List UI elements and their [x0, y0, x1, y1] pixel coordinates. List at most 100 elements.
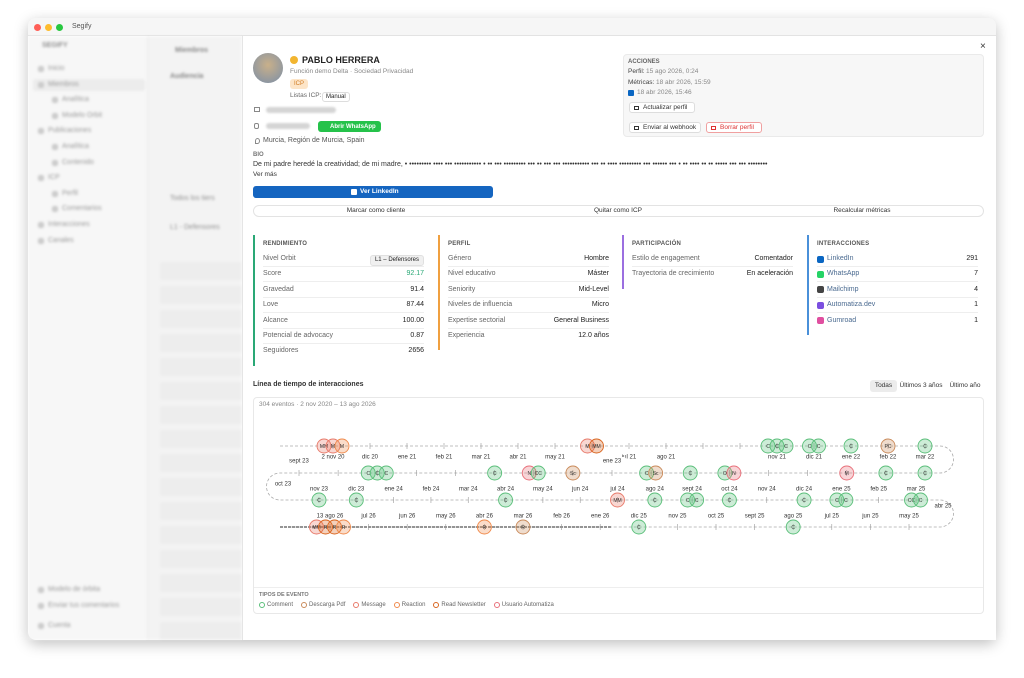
month-label: feb 22: [880, 455, 897, 461]
month-label-bg: [740, 512, 769, 520]
window-control[interactable]: [33, 23, 41, 31]
month-label-bg: [790, 485, 819, 493]
event-marker: [878, 465, 894, 481]
footer-item[interactable]: Enviar tus comentarios: [48, 602, 120, 609]
metric-label: Nivel Orbit: [263, 255, 296, 262]
event-label: N: [732, 471, 736, 477]
table-row: [160, 286, 242, 304]
event-label: C: [688, 471, 692, 477]
window-control[interactable]: [44, 23, 52, 31]
event-marker: [682, 465, 698, 481]
card-accent: [622, 235, 624, 289]
active-item: [33, 78, 145, 91]
month-label-bg: [509, 512, 537, 520]
nav-item[interactable]: Miembros: [48, 80, 79, 88]
event-label: O: [723, 471, 727, 477]
action-button-label: Enviar al webhook: [643, 124, 697, 131]
nav-icon: [38, 81, 44, 88]
month-label-bg: [504, 453, 532, 461]
card-title: RENDIMIENTO: [263, 241, 308, 247]
month-label-bg: [316, 512, 344, 520]
nav-item[interactable]: Analítica: [62, 96, 89, 104]
footer-item[interactable]: Cuenta: [48, 622, 71, 629]
timeline-box: [253, 397, 984, 614]
month-label: may 24: [533, 487, 553, 493]
linkedin-date: 18 abr 2026, 15:46: [637, 89, 692, 96]
row-separator: [448, 296, 609, 298]
month-label-bg: [895, 512, 923, 520]
see-more[interactable]: Ver más: [253, 171, 277, 178]
nav-item[interactable]: Interacciones: [48, 221, 90, 228]
metric-value: 291: [966, 255, 978, 262]
turn-label: oct 23: [275, 482, 292, 488]
action-button[interactable]: Actualizar perfil: [629, 102, 695, 113]
row-separator: [263, 312, 424, 314]
month-label: 13 ago 26: [317, 514, 344, 520]
month-label-bg: [864, 485, 893, 493]
close-button[interactable]: ×: [980, 41, 986, 52]
action-button[interactable]: Borrar perfil: [706, 122, 762, 133]
legend-swatch: [353, 602, 360, 608]
nav-item[interactable]: Canales: [48, 236, 74, 244]
row-separator: [263, 327, 424, 329]
toolbar-button[interactable]: Quitar como ICP: [538, 205, 698, 217]
card-accent: [807, 235, 809, 335]
action-label: Perfil:: [628, 68, 645, 75]
event-label: C: [504, 498, 508, 504]
nav-item[interactable]: ICP: [48, 174, 60, 182]
toolbar-button[interactable]: Marcar como cliente: [296, 205, 456, 217]
sidebar: [28, 36, 148, 640]
event-marker: [334, 438, 350, 454]
icp-badge: ICP: [290, 79, 309, 89]
nav-item[interactable]: Contenido: [62, 158, 94, 166]
event-label: R: [342, 525, 346, 531]
timeline-filter[interactable]: Último año: [946, 380, 984, 392]
action-value: 18 abr 2026, 15:59: [656, 79, 711, 86]
metric-value: 100.00: [402, 316, 424, 324]
month-label: ene 22: [842, 455, 861, 461]
month-label: may 21: [545, 455, 565, 461]
month-label-bg: [817, 512, 846, 520]
event-label: MM: [312, 525, 320, 531]
nav-item[interactable]: Inicio: [48, 65, 65, 72]
card-accent: [438, 235, 440, 351]
event-marker: [498, 492, 514, 508]
month-label-bg: [354, 512, 383, 520]
month-label: sept 24: [682, 487, 702, 493]
nav-item[interactable]: Comentarios: [62, 205, 102, 213]
event-marker: [726, 465, 742, 481]
nav-item[interactable]: Analítica: [62, 143, 89, 150]
toolbar-button-label: Quitar como ICP: [593, 207, 643, 214]
toolbar-button[interactable]: Recalcular métricas: [782, 205, 942, 217]
event-label: C: [808, 444, 812, 450]
window-control[interactable]: [55, 23, 63, 31]
month-label: feb 21: [436, 455, 453, 461]
action-button[interactable]: Enviar al webhook: [629, 122, 701, 133]
timeline-filter[interactable]: Últimos 3 años: [897, 380, 945, 392]
phone-icon: [254, 123, 259, 129]
month-label-bg: [763, 453, 791, 461]
whatsapp-button[interactable]: Abrir WhatsApp: [318, 121, 381, 132]
event-label: C: [355, 498, 359, 504]
nav-item[interactable]: Publicaciones: [48, 127, 92, 135]
event-label: C: [686, 498, 690, 504]
month-label: nov 21: [768, 455, 787, 461]
footer-item[interactable]: Modelo de órbita: [48, 586, 101, 593]
event-label: C: [923, 444, 927, 450]
timeline-range: 304 eventos · 2 nov 2020 – 13 ago 2026: [259, 401, 376, 408]
event-label: C: [849, 444, 853, 450]
linkedin-button[interactable]: Ver LinkedIn: [253, 186, 493, 198]
month-label: may 26: [436, 514, 456, 520]
table-row: [160, 358, 242, 376]
timeline-filter[interactable]: Todas: [870, 380, 897, 392]
nav-item[interactable]: Modelo Orbit: [62, 111, 103, 119]
nav-item[interactable]: Perfil: [62, 189, 78, 197]
nav-icon: [52, 190, 58, 197]
metric-label: LinkedIn: [827, 255, 854, 262]
month-label: sept 23: [289, 459, 309, 465]
location: Murcia, Región de Murcia, Spain: [263, 137, 365, 144]
event-marker: [785, 519, 801, 535]
month-label-bg: [837, 453, 865, 461]
metric-label: Alcance: [263, 316, 288, 324]
